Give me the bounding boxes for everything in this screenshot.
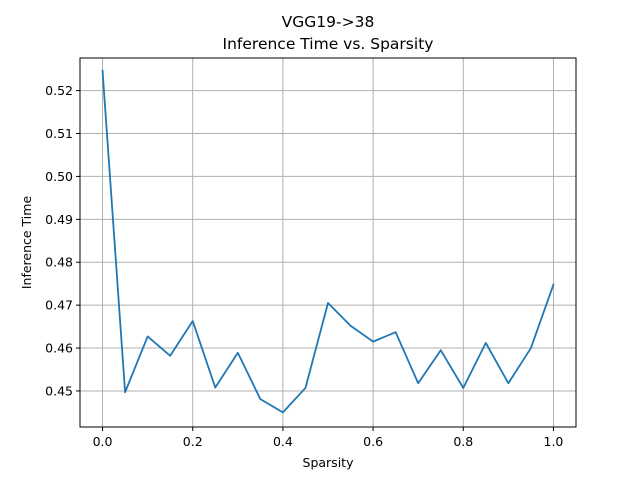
x-tick-label: 0.8	[453, 434, 473, 449]
chart-title: VGG19->38	[282, 13, 375, 31]
y-tick-label: 0.50	[45, 169, 73, 184]
y-tick-label: 0.45	[45, 383, 73, 398]
x-tick-label: 0.4	[273, 434, 293, 449]
chart-subtitle: Inference Time vs. Sparsity	[223, 35, 434, 53]
y-tick-label: 0.49	[45, 212, 73, 227]
y-tick-label: 0.52	[45, 83, 73, 98]
x-tick-label: 0.0	[93, 434, 113, 449]
x-tick-label: 0.6	[363, 434, 383, 449]
ticks: 0.0 0.2 0.4 0.6 0.8 1.0 0.45 0.46 0.47 0.48 0.49 0.…	[45, 83, 563, 449]
x-tick-label: 0.2	[183, 434, 203, 449]
plot-frame	[79, 57, 577, 428]
x-tick-label: 1.0	[544, 434, 564, 449]
y-tick-label: 0.47	[45, 298, 73, 313]
y-tick-label: 0.46	[45, 341, 73, 356]
y-tick-label: 0.51	[45, 126, 73, 141]
y-axis-label: Inference Time	[19, 196, 34, 290]
y-tick-label: 0.48	[45, 255, 73, 270]
series-line	[101, 69, 555, 414]
grid	[80, 58, 576, 427]
series-layer	[101, 69, 555, 414]
x-axis-label: Sparsity	[303, 455, 355, 470]
